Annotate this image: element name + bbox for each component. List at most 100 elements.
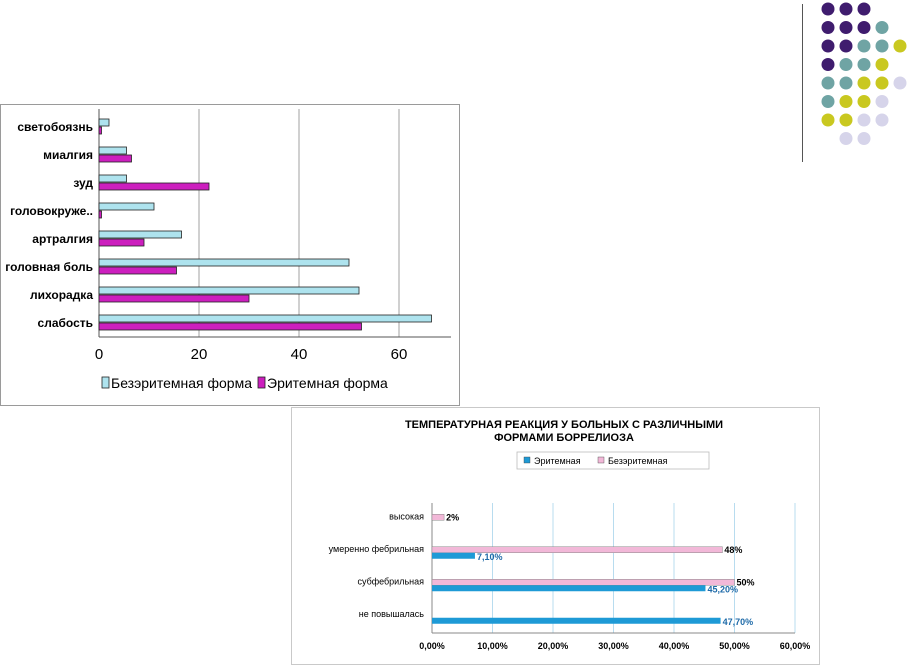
decorative-dot bbox=[839, 39, 853, 53]
data-label-erythema: 45,20% bbox=[707, 584, 738, 594]
category-label: миалгия bbox=[43, 148, 93, 162]
temperature-reaction-chart: ТЕМПЕРАТУРНАЯ РЕАКЦИЯ У БОЛЬНЫХ С РАЗЛИЧ… bbox=[291, 407, 820, 665]
decorative-dot bbox=[875, 39, 889, 53]
bar-nonerythema bbox=[431, 546, 723, 553]
x-tick-label: 40 bbox=[291, 346, 308, 363]
bar-erythema bbox=[98, 266, 177, 275]
legend-label-erythema: Эритемная форма bbox=[267, 375, 388, 391]
decorative-dot bbox=[857, 39, 871, 53]
decorative-dot bbox=[875, 113, 889, 127]
bar-nonerythema bbox=[98, 314, 432, 323]
category-label: головокруже.. bbox=[10, 204, 93, 218]
decorative-dot bbox=[857, 21, 871, 34]
decorative-dot bbox=[875, 21, 889, 34]
category-label: не повышалась bbox=[359, 609, 425, 619]
category-label: высокая bbox=[389, 511, 424, 521]
data-label-nonerythema: 50% bbox=[737, 577, 755, 587]
x-tick-label: 10,00% bbox=[477, 641, 508, 651]
legend-swatch-erythema bbox=[523, 456, 531, 464]
x-tick-label: 40,00% bbox=[659, 641, 690, 651]
legend-swatch-nonerythema bbox=[597, 456, 605, 464]
decorative-dot bbox=[821, 113, 835, 127]
decorative-dot bbox=[857, 113, 871, 127]
bar-nonerythema bbox=[98, 230, 182, 239]
x-tick-label: 20,00% bbox=[538, 641, 569, 651]
data-label-nonerythema: 2% bbox=[446, 512, 459, 522]
bar-erythema bbox=[98, 238, 145, 247]
decorative-dot bbox=[857, 95, 871, 108]
legend-label-nonerythema: Безэритемная bbox=[608, 456, 668, 466]
x-tick-label: 30,00% bbox=[598, 641, 629, 651]
category-label: умеренно фебрильная bbox=[329, 544, 424, 554]
category-label: слабость bbox=[38, 316, 93, 330]
legend-label-erythema: Эритемная bbox=[534, 456, 581, 466]
bar-erythema bbox=[432, 617, 721, 624]
decorative-dot bbox=[821, 39, 835, 53]
category-label: артралгия bbox=[32, 232, 93, 246]
data-label-erythema: 7,10% bbox=[477, 552, 503, 562]
decorative-dot bbox=[839, 95, 853, 108]
category-label: головная боль bbox=[5, 260, 93, 274]
decorative-dot bbox=[875, 76, 889, 90]
bar-nonerythema bbox=[431, 514, 445, 521]
decorative-dot bbox=[839, 76, 853, 90]
bar-nonerythema bbox=[98, 118, 110, 127]
decorative-dot bbox=[839, 113, 853, 127]
decorative-dot bbox=[875, 95, 889, 108]
data-label-erythema: 47,70% bbox=[723, 617, 754, 627]
category-label: лихорадка bbox=[30, 288, 93, 302]
dot-pattern-graphic bbox=[821, 2, 907, 145]
bar-erythema bbox=[98, 322, 362, 331]
bar-nonerythema bbox=[98, 286, 360, 295]
chart-legend: Эритемная Безэритемная bbox=[516, 451, 710, 470]
legend-swatch-nonerythema bbox=[101, 376, 110, 389]
x-tick-label: 20 bbox=[191, 346, 208, 363]
decorative-dot-pattern bbox=[815, 0, 907, 150]
decorative-dot bbox=[857, 132, 871, 145]
x-tick-label: 0,00% bbox=[419, 641, 445, 651]
bar-nonerythema bbox=[98, 202, 155, 211]
decorative-dot bbox=[857, 58, 871, 71]
decorative-dot bbox=[839, 21, 853, 34]
decorative-divider-line bbox=[802, 4, 803, 162]
decorative-dot bbox=[821, 95, 835, 108]
decorative-dot bbox=[839, 132, 853, 145]
x-tick-label: 50,00% bbox=[719, 641, 750, 651]
legend-swatch-erythema bbox=[257, 376, 266, 389]
decorative-dot bbox=[821, 58, 835, 71]
data-label-nonerythema: 48% bbox=[724, 545, 742, 555]
decorative-dot bbox=[857, 76, 871, 90]
bar-nonerythema bbox=[98, 258, 350, 267]
bar-nonerythema bbox=[98, 146, 127, 155]
chart-title-line-2: ФОРМАМИ БОРРЕЛИОЗА bbox=[494, 432, 634, 444]
category-label: зуд bbox=[73, 176, 93, 190]
bar-erythema bbox=[98, 294, 250, 303]
legend-label-nonerythema: Безэритемная форма bbox=[111, 375, 252, 391]
decorative-dot bbox=[857, 2, 871, 16]
bar-erythema bbox=[98, 210, 102, 219]
temperature-chart-svg: ТЕМПЕРАТУРНАЯ РЕАКЦИЯ У БОЛЬНЫХ С РАЗЛИЧ… bbox=[329, 419, 811, 651]
bar-nonerythema bbox=[98, 174, 127, 183]
x-tick-label: 0 bbox=[95, 346, 103, 363]
symptoms-bar-chart: светобоязнь миалгия зуд головокруже.. артрал… bbox=[0, 104, 460, 406]
decorative-dot bbox=[839, 2, 853, 16]
decorative-dot bbox=[893, 76, 907, 90]
decorative-dot bbox=[875, 58, 889, 71]
symptoms-chart-svg: светобоязнь миалгия зуд головокруже.. артрал… bbox=[5, 109, 451, 391]
chart-title-line-1: ТЕМПЕРАТУРНАЯ РЕАКЦИЯ У БОЛЬНЫХ С РАЗЛИЧ… bbox=[405, 419, 723, 431]
category-label: субфебрильная bbox=[358, 576, 425, 586]
decorative-dot bbox=[893, 39, 907, 53]
category-label: светобоязнь bbox=[17, 120, 93, 134]
decorative-dot bbox=[821, 2, 835, 16]
x-tick-label: 60 bbox=[391, 346, 408, 363]
bar-erythema bbox=[98, 154, 132, 163]
bar-nonerythema bbox=[431, 579, 735, 586]
bar-erythema bbox=[98, 126, 102, 135]
decorative-dot bbox=[839, 58, 853, 71]
bar-erythema bbox=[432, 552, 475, 559]
bar-erythema bbox=[98, 182, 210, 191]
x-tick-label: 60,00% bbox=[780, 641, 811, 651]
decorative-dot bbox=[821, 76, 835, 90]
bar-erythema bbox=[432, 585, 706, 592]
decorative-dot bbox=[821, 21, 835, 34]
